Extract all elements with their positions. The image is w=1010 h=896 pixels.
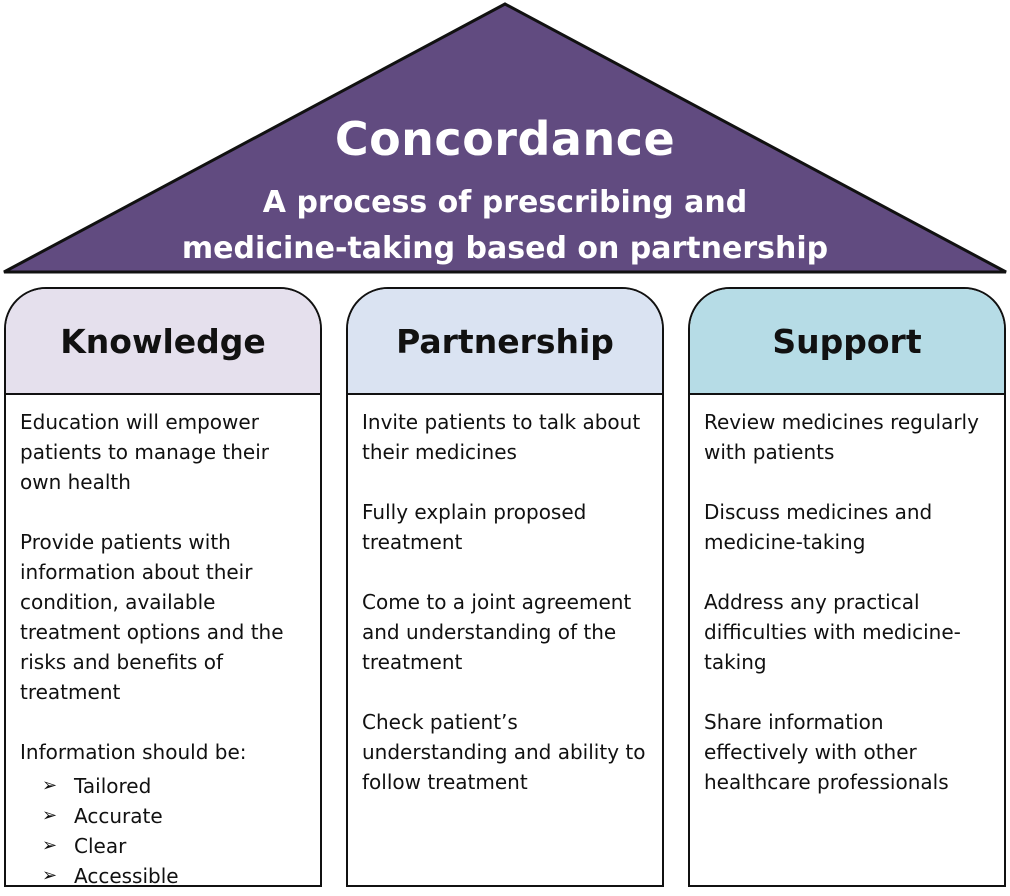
pillar-support-item: Discuss medicines and medicine-taking (704, 500, 933, 554)
pillar-partnership: Partnership Invite patients to talk abou… (346, 287, 664, 887)
pillar-knowledge-item: Provide patients with information about … (20, 530, 284, 704)
arrow-bullet-icon: ➢ (42, 775, 58, 796)
arrow-bullet-icon: ➢ (42, 865, 58, 886)
pillar-support-item: Share information effectively with other… (704, 710, 949, 794)
roof-subtitle-line2: medicine-taking based on partnership (181, 231, 829, 266)
pillar-support-item: Address any practical difficulties with … (704, 590, 961, 674)
pillar-knowledge-item: Education will empower patients to manag… (20, 410, 270, 494)
roof-title: Concordance (334, 112, 676, 166)
roof: Concordance A process of prescribing and… (0, 0, 1010, 280)
bullet-item: ➢ Accurate (42, 801, 310, 831)
bullet-item: ➢ Tailored (42, 771, 310, 801)
pillar-partnership-item: Fully explain proposed treatment (362, 500, 587, 554)
pillar-knowledge-header: Knowledge (6, 289, 320, 395)
roof-subtitle-line1: A process of prescribing and (262, 185, 748, 220)
bullet-label: Accessible (74, 864, 179, 887)
bullet-label: Clear (74, 834, 127, 858)
pillar-knowledge-body: Education will empower patients to manag… (6, 395, 320, 887)
pillar-partnership-item: Invite patients to talk about their medi… (362, 410, 641, 464)
pillar-knowledge-item: Information should be: (20, 740, 247, 764)
pillar-support: Support Review medicines regularly with … (688, 287, 1006, 887)
pillar-partnership-body: Invite patients to talk about their medi… (348, 395, 662, 797)
arrow-bullet-icon: ➢ (42, 835, 58, 856)
bullet-label: Accurate (74, 804, 163, 828)
bullet-item: ➢ Clear (42, 831, 310, 861)
roof-subtitle: A process of prescribing and medicine-ta… (0, 180, 1010, 272)
pillar-partnership-item: Check patient’s understanding and abilit… (362, 710, 646, 794)
arrow-bullet-icon: ➢ (42, 805, 58, 826)
pillar-partnership-header: Partnership (348, 289, 662, 395)
pillar-support-item: Review medicines regularly with patients (704, 410, 979, 464)
pillar-knowledge: Knowledge Education will empower patient… (4, 287, 322, 887)
bullet-label: Tailored (74, 774, 152, 798)
pillar-support-body: Review medicines regularly with patients… (690, 395, 1004, 797)
bullet-list: ➢ Tailored ➢ Accurate ➢ Clear ➢ Accessible (20, 771, 310, 887)
roof-triangle (3, 2, 1007, 274)
pillar-partnership-item: Come to a joint agreement and understand… (362, 590, 632, 674)
bullet-item: ➢ Accessible (42, 861, 310, 887)
pillar-support-header: Support (690, 289, 1004, 395)
